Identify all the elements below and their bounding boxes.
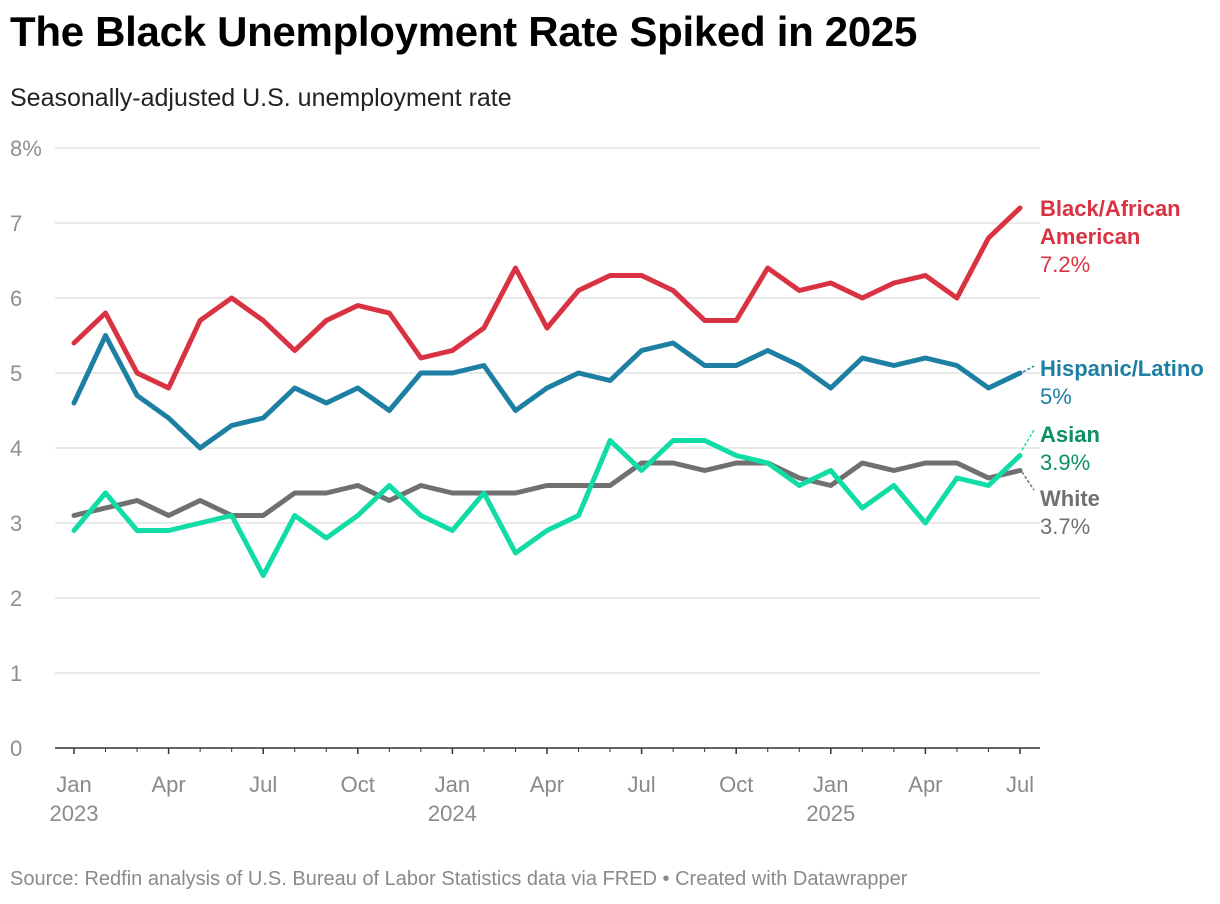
x-tick-year-label: 2024 [428, 801, 477, 826]
x-tick-label: Jul [1006, 772, 1034, 797]
series-value-asian: 3.9% [1040, 450, 1090, 475]
y-tick-label: 4 [10, 436, 22, 461]
series-lines [71, 205, 1023, 578]
series-labels: Black/African American 7.2% Hispanic/Latino… [1021, 196, 1204, 539]
x-tick-label: Apr [908, 772, 942, 797]
series-line-hispanic-latino [71, 333, 1023, 451]
series-value-white: 3.7% [1040, 514, 1090, 539]
y-tick-label: 7 [10, 211, 22, 236]
y-tick-label: 3 [10, 511, 22, 536]
label-connector [1022, 365, 1035, 373]
y-axis-ticks: 0 1 2 3 4 5 6 7 8% [10, 136, 42, 761]
y-tick-label: 6 [10, 286, 22, 311]
series-label-black-african-american: American [1040, 224, 1140, 249]
series-line-asian [71, 438, 1023, 578]
series-value-hispanic-latino: 5% [1040, 384, 1072, 409]
y-tick-label: 0 [10, 736, 22, 761]
x-tick-label: Jan [56, 772, 91, 797]
y-tick-label: 2 [10, 586, 22, 611]
series-label-black-african-american: Black/African [1040, 196, 1181, 221]
series-line-white [71, 460, 1023, 518]
x-tick-label: Oct [341, 772, 375, 797]
y-tick-label: 5 [10, 361, 22, 386]
x-tick-label: Apr [151, 772, 185, 797]
chart-title: The Black Unemployment Rate Spiked in 20… [10, 8, 918, 55]
x-tick-label: Apr [530, 772, 564, 797]
label-connector [1021, 429, 1035, 451]
x-tick-label: Jan [435, 772, 470, 797]
x-axis: Jan 2023 Apr Jul Oct Jan 2024 Apr Jul Oct Jan 2025 A… [50, 747, 1040, 826]
source-note: Source: Redfin analysis of U.S. Bureau o… [10, 868, 908, 890]
x-tick-year-label: 2025 [806, 801, 855, 826]
x-tick-label: Jul [628, 772, 656, 797]
x-tick-label: Jul [249, 772, 277, 797]
y-tick-label: 8% [10, 136, 42, 161]
x-tick-label: Oct [719, 772, 753, 797]
grid-lines [55, 147, 1040, 674]
series-value-black-african-american: 7.2% [1040, 252, 1090, 277]
x-tick-year-label: 2023 [50, 801, 99, 826]
x-tick-label: Jan [813, 772, 848, 797]
label-connector [1021, 471, 1035, 491]
y-tick-label: 1 [10, 661, 22, 686]
series-label-hispanic-latino: Hispanic/Latino [1040, 356, 1204, 381]
series-line-black-african-american [71, 205, 1023, 391]
series-label-white: White [1040, 486, 1100, 511]
series-label-asian: Asian [1040, 422, 1100, 447]
chart-subtitle: Seasonally-adjusted U.S. unemployment ra… [10, 84, 512, 112]
